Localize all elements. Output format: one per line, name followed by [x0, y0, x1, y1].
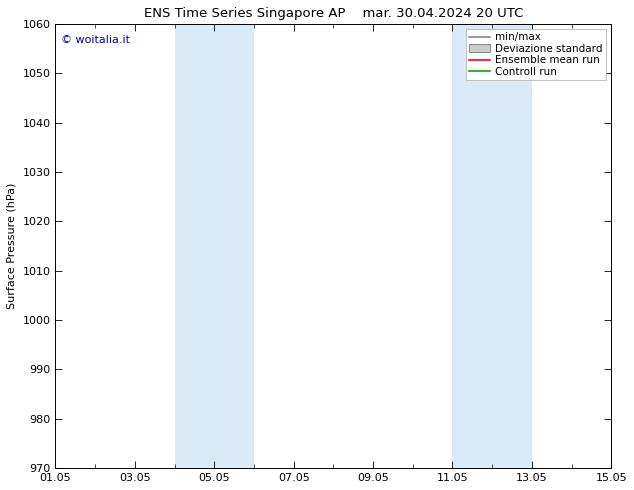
Bar	[174, 24, 214, 468]
Title: ENS Time Series Singapore AP    mar. 30.04.2024 20 UTC: ENS Time Series Singapore AP mar. 30.04.…	[144, 7, 523, 20]
Y-axis label: Surface Pressure (hPa): Surface Pressure (hPa)	[7, 183, 17, 309]
Bar	[214, 24, 254, 468]
Bar	[453, 24, 492, 468]
Bar	[492, 24, 532, 468]
Legend: min/max, Deviazione standard, Ensemble mean run, Controll run: min/max, Deviazione standard, Ensemble m…	[466, 29, 606, 80]
Text: © woitalia.it: © woitalia.it	[61, 35, 130, 45]
